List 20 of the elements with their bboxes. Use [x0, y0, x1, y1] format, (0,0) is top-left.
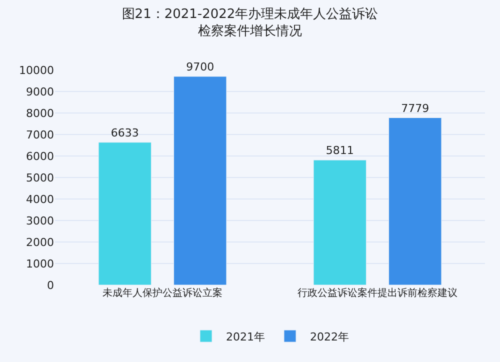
x-tick-label: 未成年人保护公益诉讼立案: [102, 287, 222, 299]
y-tick-label: 4000: [26, 192, 54, 206]
y-tick-label: 7000: [26, 128, 54, 142]
y-tick-label: 9000: [26, 85, 54, 98]
y-tick-label: 5000: [26, 171, 54, 184]
data-label: 5811: [326, 144, 354, 158]
chart-title: 图21：2021-2022年办理未成年人公益诉讼检察案件增长情况: [122, 7, 378, 39]
x-tick-label: 行政公益诉讼案件提出诉前检察建议: [298, 287, 458, 299]
y-tick-label: 1000: [26, 257, 54, 270]
data-label: 6633: [110, 126, 139, 140]
legend-label: 2021年: [226, 330, 265, 344]
data-label: 7779: [401, 102, 430, 115]
y-tick-label: 6000: [26, 150, 54, 163]
y-tick-label: 8000: [26, 106, 54, 120]
y-tick-label: 3000: [26, 214, 54, 228]
y-tick-label: 0: [47, 278, 54, 292]
data-label: 9700: [186, 60, 214, 74]
y-tick-label: 2000: [26, 236, 54, 249]
legend-label: 2022年: [310, 330, 349, 344]
y-tick-label: 10000: [19, 64, 54, 77]
